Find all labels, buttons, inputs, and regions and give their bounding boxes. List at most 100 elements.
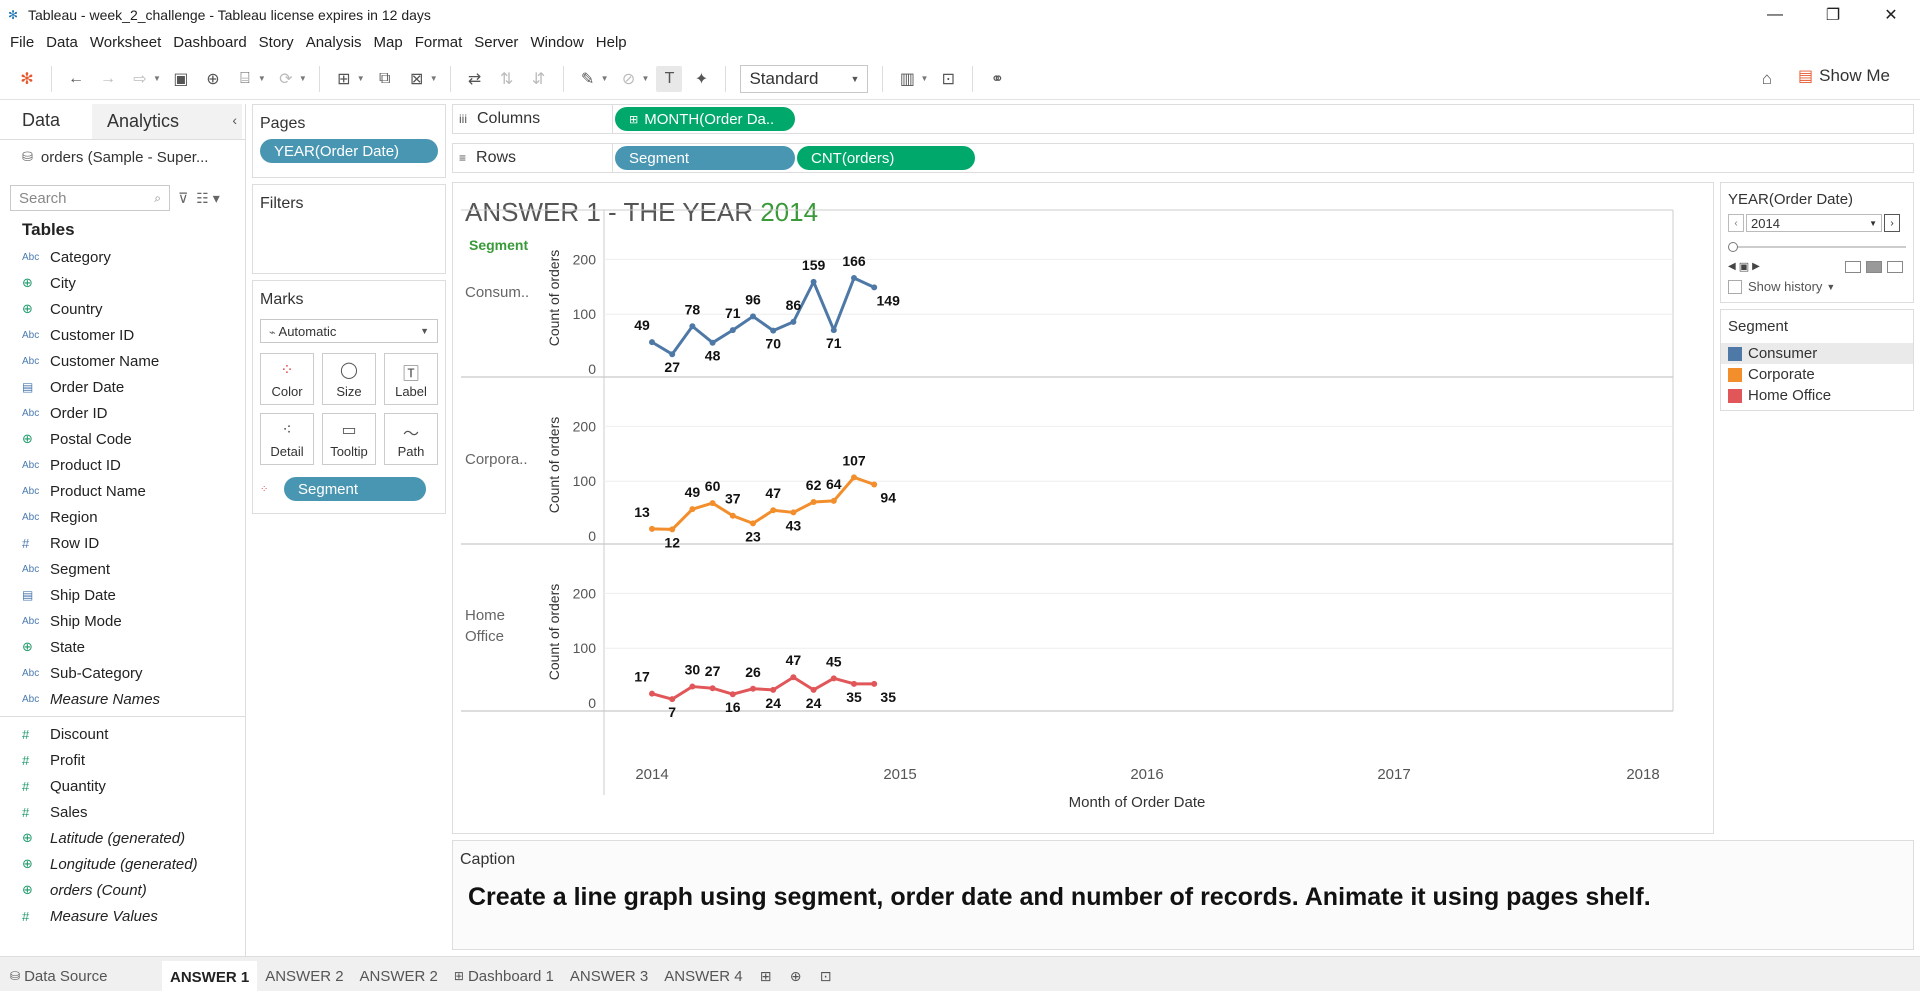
- save-icon[interactable]: ▣: [173, 70, 189, 88]
- chevron-down-icon[interactable]: ▼: [641, 74, 650, 83]
- field-item[interactable]: Abc Sub-Category: [0, 660, 245, 686]
- chevron-down-icon[interactable]: ▼: [429, 74, 438, 83]
- highlight-icon[interactable]: ✎: [580, 70, 595, 88]
- new-story-icon[interactable]: ⊡: [819, 967, 832, 984]
- slider-knob[interactable]: [1728, 242, 1738, 252]
- sort-descending-icon[interactable]: ⇵: [531, 70, 546, 88]
- field-item[interactable]: ⊕ Postal Code: [0, 426, 245, 452]
- field-item[interactable]: ⊕ orders (Count): [0, 877, 245, 903]
- field-item[interactable]: # Profit: [0, 747, 245, 773]
- search-input[interactable]: Search ⌕: [10, 185, 170, 211]
- field-item[interactable]: # Measure Values: [0, 903, 245, 929]
- group-icon[interactable]: ⊘: [621, 70, 636, 88]
- field-item[interactable]: Abc Customer Name: [0, 348, 245, 374]
- view-options-icon[interactable]: ☷ ▾: [196, 189, 220, 206]
- stop-icon[interactable]: ▣: [1738, 261, 1750, 273]
- collapse-pane-icon[interactable]: ‹: [232, 112, 237, 128]
- sort-ascending-icon[interactable]: ⇅: [499, 70, 514, 88]
- legend-item[interactable]: Home Office: [1721, 385, 1913, 406]
- field-item[interactable]: ▤ Order Date: [0, 374, 245, 400]
- tab-data[interactable]: Data: [0, 104, 92, 139]
- presentation-mode-icon[interactable]: ⊡: [941, 70, 956, 88]
- play-forward-icon[interactable]: ▶: [1752, 261, 1760, 272]
- field-item[interactable]: Abc Order ID: [0, 400, 245, 426]
- chevron-down-icon[interactable]: ▼: [257, 74, 266, 83]
- field-item[interactable]: # Sales: [0, 799, 245, 825]
- segment-row-pill[interactable]: Segment: [615, 146, 795, 170]
- tab-answer-2[interactable]: ANSWER 2: [265, 967, 344, 985]
- chevron-down-icon[interactable]: ▼: [298, 74, 307, 83]
- chevron-down-icon[interactable]: ▼: [356, 74, 365, 83]
- clear-sheet-icon[interactable]: ⊠: [409, 70, 424, 88]
- menu-window[interactable]: Window: [530, 33, 584, 51]
- menu-data[interactable]: Data: [46, 33, 78, 51]
- field-item[interactable]: Abc Category: [0, 244, 245, 270]
- field-item[interactable]: ⊕ Country: [0, 296, 245, 322]
- refresh-icon[interactable]: ⟳: [279, 70, 293, 88]
- share-icon[interactable]: ⚭: [990, 70, 1005, 88]
- replay-icon[interactable]: ⇨: [133, 70, 147, 88]
- month-order-date-pill[interactable]: ⊞ MONTH(Order Da..: [615, 107, 795, 131]
- size-button[interactable]: ◯ Size: [322, 353, 376, 405]
- detail-button[interactable]: ⁖ Detail: [260, 413, 314, 465]
- chevron-down-icon[interactable]: ▼: [153, 74, 161, 83]
- year-select[interactable]: 2014 ▼: [1746, 214, 1882, 232]
- menu-analysis[interactable]: Analysis: [305, 33, 362, 51]
- field-item[interactable]: # Row ID: [0, 530, 245, 556]
- new-datasource-icon[interactable]: ⊕: [206, 70, 220, 88]
- legend-item[interactable]: Consumer: [1721, 343, 1913, 364]
- menu-file[interactable]: File: [10, 33, 35, 51]
- field-item[interactable]: Abc Measure Names: [0, 686, 245, 712]
- field-item[interactable]: Abc Customer ID: [0, 322, 245, 348]
- pages-pill[interactable]: YEAR(Order Date): [260, 139, 438, 163]
- new-worksheet-icon[interactable]: ⊞: [759, 967, 772, 984]
- menu-worksheet[interactable]: Worksheet: [89, 33, 162, 51]
- menu-server[interactable]: Server: [474, 33, 519, 51]
- tab-answer-2-copy[interactable]: ANSWER 2: [359, 967, 438, 985]
- field-item[interactable]: Abc Ship Mode: [0, 608, 245, 634]
- tableau-home-icon[interactable]: ✻: [20, 70, 34, 88]
- fit-select[interactable]: Standard ▼: [740, 64, 869, 93]
- field-item[interactable]: Abc Product Name: [0, 478, 245, 504]
- field-item[interactable]: Abc Segment: [0, 556, 245, 582]
- cnt-orders-pill[interactable]: CNT(orders): [797, 146, 975, 170]
- show-labels-icon[interactable]: T: [656, 65, 683, 92]
- datasource-item[interactable]: ⛁ orders (Sample - Super...: [0, 140, 245, 174]
- next-page-button[interactable]: ›: [1884, 214, 1900, 232]
- show-history-row[interactable]: Show history ▼: [1721, 275, 1913, 302]
- speed-slow-icon[interactable]: [1845, 260, 1861, 273]
- tab-answer-1[interactable]: ANSWER 1: [162, 961, 258, 991]
- pin-icon[interactable]: ✦: [694, 70, 709, 88]
- pause-updates-icon[interactable]: ⌸: [240, 69, 250, 87]
- redo-icon[interactable]: →: [100, 69, 116, 87]
- field-item[interactable]: ▤ Ship Date: [0, 582, 245, 608]
- tooltip-button[interactable]: ▭ Tooltip: [322, 413, 376, 465]
- book-icon[interactable]: ⌂: [1761, 69, 1772, 88]
- menu-help[interactable]: Help: [595, 33, 627, 51]
- tab-dashboard-1[interactable]: ⊞ Dashboard 1: [446, 961, 562, 991]
- play-backward-icon[interactable]: ◀: [1728, 261, 1736, 272]
- field-item[interactable]: ⊕ State: [0, 634, 245, 660]
- maximize-button[interactable]: ❐: [1825, 6, 1841, 24]
- duplicate-icon[interactable]: ⧉: [378, 69, 391, 87]
- minimize-button[interactable]: —: [1767, 5, 1783, 23]
- menu-map[interactable]: Map: [373, 33, 403, 51]
- field-item[interactable]: ⊕ City: [0, 270, 245, 296]
- color-button[interactable]: ⁘ Color: [260, 353, 314, 405]
- label-button[interactable]: 🅃 Label: [384, 353, 438, 405]
- tab-answer-4[interactable]: ANSWER 4: [664, 967, 743, 985]
- filter-icon[interactable]: ⊽: [178, 189, 189, 206]
- tab-data-source[interactable]: ⛁ Data Source: [0, 961, 162, 991]
- show-history-checkbox[interactable]: [1728, 279, 1742, 294]
- segment-color-pill[interactable]: Segment: [284, 477, 426, 501]
- chevron-down-icon[interactable]: ▼: [600, 74, 609, 83]
- field-item[interactable]: Abc Region: [0, 504, 245, 530]
- close-button[interactable]: ✕: [1884, 6, 1898, 24]
- year-slider[interactable]: [1728, 242, 1906, 252]
- menu-dashboard[interactable]: Dashboard: [173, 33, 247, 51]
- menu-story[interactable]: Story: [258, 33, 294, 51]
- mark-type-select[interactable]: ⌁ Automatic ▼: [260, 319, 438, 343]
- field-item[interactable]: # Discount: [0, 721, 245, 747]
- undo-icon[interactable]: ←: [68, 69, 84, 87]
- field-item[interactable]: Abc Product ID: [0, 452, 245, 478]
